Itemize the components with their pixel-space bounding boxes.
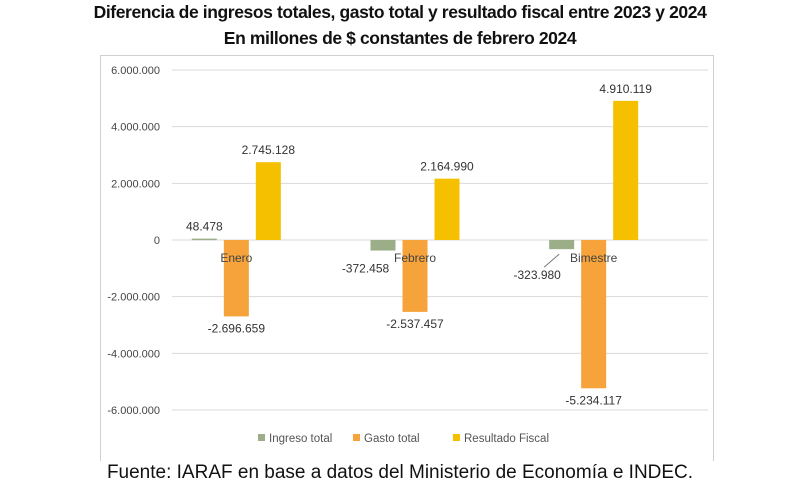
data-label: -2.696.659 bbox=[208, 321, 266, 335]
data-label: 2.745.128 bbox=[242, 143, 296, 157]
category-label: Enero bbox=[220, 251, 252, 265]
bar-gasto-total bbox=[223, 240, 249, 317]
bar-ingreso-total bbox=[549, 240, 575, 250]
legend-swatch bbox=[258, 434, 265, 441]
y-tick-label: 0 bbox=[154, 235, 160, 247]
leader-line bbox=[543, 253, 560, 268]
bar-resultado-fiscal bbox=[613, 100, 639, 240]
bar-gasto-total bbox=[402, 240, 428, 312]
data-label: 48.478 bbox=[186, 220, 223, 234]
y-tick-label: 4.000.000 bbox=[111, 122, 160, 134]
y-tick-label: -6.000.000 bbox=[107, 405, 160, 417]
data-label: -2.537.457 bbox=[386, 317, 444, 331]
data-label: -323.980 bbox=[513, 268, 561, 282]
chart-frame bbox=[100, 55, 714, 461]
y-tick-label: 2.000.000 bbox=[111, 178, 160, 190]
data-label: -5.234.117 bbox=[565, 393, 622, 407]
chart-subtitle: En millones de $ constantes de febrero 2… bbox=[223, 28, 577, 48]
y-tick-label: -4.000.000 bbox=[107, 348, 160, 360]
bar-resultado-fiscal bbox=[434, 178, 460, 240]
bar-ingreso-total bbox=[370, 240, 396, 251]
data-label: 2.164.990 bbox=[420, 160, 474, 174]
data-label: -372.458 bbox=[342, 262, 390, 276]
legend-swatch bbox=[453, 434, 460, 441]
bar-ingreso-total bbox=[191, 238, 217, 241]
bar-gasto-total bbox=[581, 240, 607, 389]
data-label: 4.910.119 bbox=[599, 82, 652, 96]
legend-label: Resultado Fiscal bbox=[464, 433, 549, 445]
category-label: Febrero bbox=[394, 251, 436, 265]
source-note: Fuente: IARAF en base a datos del Minist… bbox=[106, 462, 694, 483]
legend-label: Ingreso total bbox=[269, 433, 332, 445]
legend-label: Gasto total bbox=[364, 433, 420, 445]
category-label: Bimestre bbox=[570, 251, 618, 265]
chart-title: Diferencia de ingresos totales, gasto to… bbox=[93, 2, 707, 22]
y-tick-label: -2.000.000 bbox=[107, 292, 160, 304]
y-tick-label: 6.000.000 bbox=[111, 65, 160, 77]
legend-swatch bbox=[353, 434, 360, 441]
bar-resultado-fiscal bbox=[255, 162, 281, 240]
